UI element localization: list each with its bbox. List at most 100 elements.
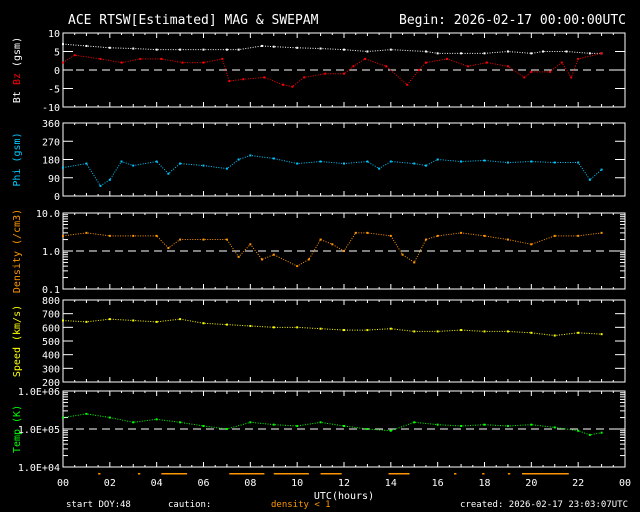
data-point [588, 52, 591, 55]
caution-bar [521, 473, 569, 475]
data-point [343, 72, 345, 75]
data-point [160, 57, 163, 60]
data-point [62, 43, 64, 46]
series-phi [62, 154, 603, 187]
data-point [319, 238, 322, 241]
created-time: created: 2026-02-17 23:03:07UTC [460, 500, 628, 510]
x-tick-label: 16 [432, 478, 444, 489]
chart-title: ACE RTSW[Estimated] MAG & SWEPAM [68, 13, 319, 28]
data-point [588, 178, 591, 181]
data-point [424, 50, 427, 53]
data-point [413, 330, 416, 333]
y-tick-label: 360 [42, 119, 60, 130]
data-point [366, 50, 369, 53]
y-tick-label: 1.0E+06 [18, 387, 60, 398]
y-tick-label: 200 [42, 378, 60, 389]
data-point [406, 83, 409, 86]
data-point [179, 421, 182, 424]
x-tick-label: 20 [525, 478, 537, 489]
y-axis-label: Temp (K) [12, 405, 23, 453]
data-point [401, 253, 404, 256]
data-point [553, 334, 556, 337]
data-point [167, 172, 170, 175]
data-point [446, 57, 449, 60]
data-point [319, 160, 322, 163]
data-point [389, 234, 392, 237]
x-tick-label: 18 [478, 478, 490, 489]
data-point [600, 168, 603, 171]
y-tick-label: 600 [42, 323, 60, 334]
data-point [530, 331, 533, 334]
x-axis-label: UTC(hours) [314, 491, 374, 502]
data-point [272, 157, 275, 160]
data-point [249, 243, 252, 246]
data-point [366, 231, 369, 234]
data-point [167, 246, 170, 249]
series-trace [62, 52, 602, 88]
data-point [530, 160, 533, 163]
data-point [530, 423, 533, 426]
data-point [282, 83, 285, 86]
data-point [303, 76, 306, 79]
data-point [249, 421, 252, 424]
data-point [225, 167, 228, 170]
data-point [343, 250, 345, 252]
series-trace [62, 232, 602, 267]
data-point [296, 265, 299, 268]
data-point [85, 320, 88, 323]
data-point [530, 70, 533, 73]
data-point [85, 231, 88, 234]
series-trace [62, 43, 602, 54]
data-point [272, 326, 275, 329]
data-point [366, 428, 369, 430]
data-point [85, 44, 88, 47]
data-point [417, 69, 420, 71]
data-point [202, 322, 205, 325]
series-trace [62, 318, 602, 337]
panel-5: 1.0E+06 1.0E+05 1.0E+04 Temp (K) 00 02 04 06 08 1… [12, 387, 631, 489]
data-point [324, 72, 327, 75]
data-point [506, 161, 509, 164]
y-tick-label: 270 [42, 137, 60, 148]
data-point [242, 78, 245, 81]
begin-time: Begin: 2026-02-17 00:00:00UTC [399, 13, 626, 28]
start-doy-label: start DOY: [66, 500, 120, 510]
caution-bar [98, 473, 101, 475]
series-density [62, 231, 603, 268]
x-tick-label: 04 [151, 478, 163, 489]
data-point [261, 258, 264, 261]
series-bz [62, 52, 603, 88]
caution-bar [507, 473, 511, 475]
data-point [85, 412, 88, 415]
data-point [577, 429, 580, 432]
y-tick-label: -5 [48, 85, 60, 96]
data-point [378, 167, 381, 170]
data-point [483, 52, 486, 55]
x-tick-label: 08 [244, 478, 256, 489]
caution-bar [482, 473, 485, 475]
data-point [506, 330, 509, 333]
data-point [549, 70, 552, 73]
data-point [436, 330, 439, 333]
data-point [139, 57, 142, 60]
data-point [436, 423, 439, 426]
data-point [291, 85, 294, 88]
data-point [202, 238, 205, 241]
panel-1: 10 5 0 -5 -10 Bt Bz (gsm) [12, 29, 626, 114]
data-point [343, 424, 345, 427]
data-point [120, 160, 123, 163]
data-point [600, 431, 603, 434]
data-point [553, 234, 556, 237]
data-point [120, 61, 123, 64]
x-tick-label: 02 [104, 478, 116, 489]
data-point [460, 52, 463, 55]
data-point [225, 238, 228, 241]
data-point [424, 238, 427, 241]
series-speed [62, 318, 603, 337]
data-point [62, 319, 64, 322]
data-point [577, 234, 580, 237]
data-point [225, 428, 228, 430]
data-point [132, 319, 135, 322]
data-point [570, 76, 573, 79]
data-point [389, 160, 392, 163]
